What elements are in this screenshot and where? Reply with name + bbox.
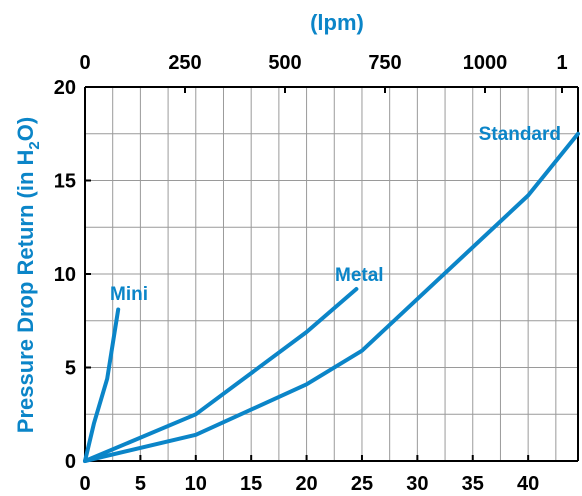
x2-tick-label: 250 xyxy=(168,52,201,74)
series-line-standard xyxy=(83,131,580,463)
top-axis-title: (lpm) xyxy=(310,10,364,35)
x-tick-label: 5 xyxy=(135,473,146,495)
x-tick-label: 0 xyxy=(79,473,90,495)
x-tick-label: 35 xyxy=(462,473,484,495)
top-x-axis: 0 250 500 750 1000 1 xyxy=(79,52,568,93)
x-tick-label: 30 xyxy=(406,473,428,495)
left-y-axis: 0 5 10 15 20 xyxy=(54,77,91,473)
x-tick-label: 25 xyxy=(351,473,373,495)
x2-tick-label: 1000 xyxy=(463,52,508,74)
x2-tick-label: 750 xyxy=(368,52,401,74)
series-line-metal xyxy=(83,287,359,463)
x-tick-label: 20 xyxy=(295,473,317,495)
y-tick-label: 5 xyxy=(65,358,76,380)
y-axis-title: Pressure Drop Return (in H2O) xyxy=(13,117,43,433)
series-lines xyxy=(83,131,580,463)
bottom-x-axis: 0 5 10 15 20 25 30 35 40 xyxy=(79,455,539,495)
y-tick-label: 20 xyxy=(54,77,76,99)
x-tick-label: 10 xyxy=(185,473,207,495)
x2-tick-label: 0 xyxy=(79,52,90,74)
y-tick-label: 10 xyxy=(54,264,76,286)
y-tick-label: 0 xyxy=(65,451,76,473)
x-tick-label: 15 xyxy=(240,473,262,495)
series-line-mini xyxy=(83,307,121,463)
series-labels: Mini Metal Standard xyxy=(110,124,561,305)
series-label-metal: Metal xyxy=(335,265,384,286)
series-label-mini: Mini xyxy=(110,284,148,305)
y-tick-label: 15 xyxy=(54,171,76,193)
series-label-standard: Standard xyxy=(479,124,561,145)
x-tick-label: 40 xyxy=(517,473,539,495)
x2-tick-label: 500 xyxy=(268,52,301,74)
x2-tick-label-truncated: 1 xyxy=(556,52,567,74)
